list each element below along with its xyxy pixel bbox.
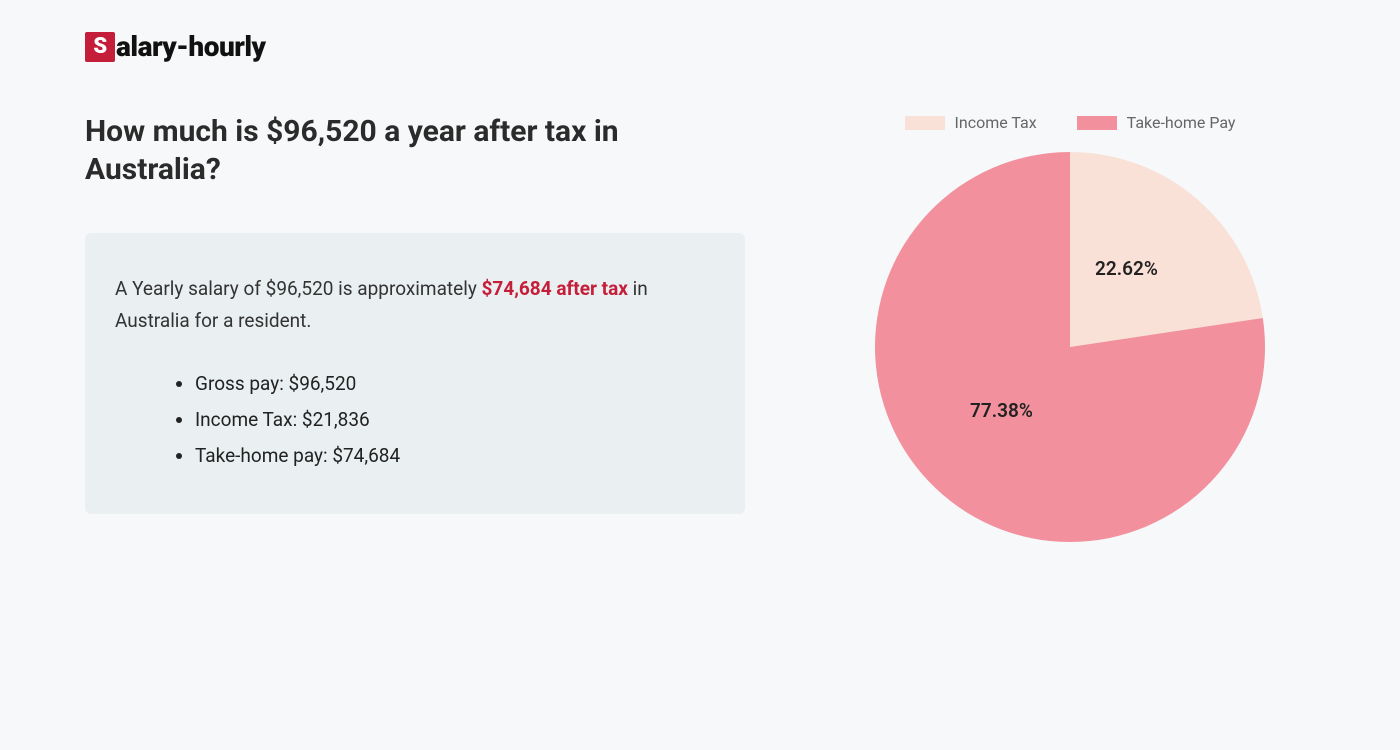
legend-item-income-tax: Income Tax: [905, 113, 1037, 132]
summary-prefix: A Yearly salary of $96,520 is approximat…: [115, 277, 482, 300]
bullet-gross-pay: Gross pay: $96,520: [195, 366, 715, 402]
main-content: How much is $96,520 a year after tax in …: [85, 113, 1315, 547]
legend-item-take-home: Take-home Pay: [1077, 113, 1236, 132]
logo-text: alary-hourly: [116, 30, 266, 63]
summary-bullets: Gross pay: $96,520 Income Tax: $21,836 T…: [115, 366, 715, 474]
bullet-take-home: Take-home pay: $74,684: [195, 438, 715, 474]
pie-chart: 22.62% 77.38%: [870, 147, 1270, 547]
pie-label-take-home: 77.38%: [970, 399, 1033, 422]
site-logo: Salary-hourly: [85, 30, 1315, 63]
summary-highlight: $74,684 after tax: [482, 277, 628, 300]
page-title: How much is $96,520 a year after tax in …: [85, 113, 745, 188]
right-column: Income Tax Take-home Pay 22.62% 77.38%: [825, 113, 1315, 547]
summary-box: A Yearly salary of $96,520 is approximat…: [85, 233, 745, 514]
pie-svg: [870, 147, 1270, 547]
legend-label-take-home: Take-home Pay: [1127, 113, 1236, 132]
left-column: How much is $96,520 a year after tax in …: [85, 113, 745, 514]
bullet-income-tax: Income Tax: $21,836: [195, 402, 715, 438]
legend-swatch-income-tax: [905, 116, 945, 130]
legend-swatch-take-home: [1077, 116, 1117, 130]
logo-badge: S: [85, 32, 115, 62]
chart-legend: Income Tax Take-home Pay: [825, 113, 1315, 132]
legend-label-income-tax: Income Tax: [955, 113, 1037, 132]
pie-label-income-tax: 22.62%: [1095, 257, 1158, 280]
summary-text: A Yearly salary of $96,520 is approximat…: [115, 273, 715, 338]
